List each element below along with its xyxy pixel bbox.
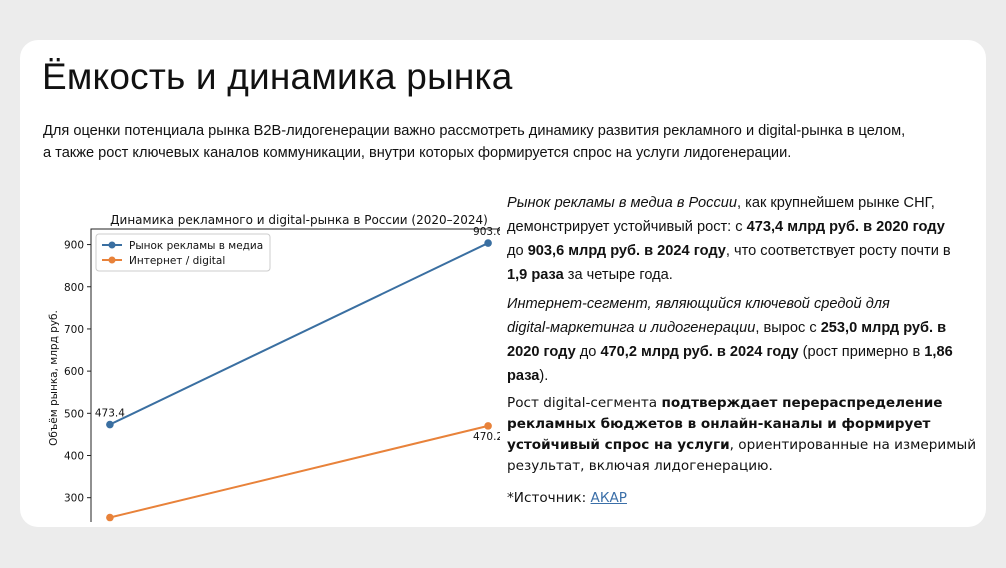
source-prefix: *Источник:: [507, 490, 591, 506]
y-tick-label: 900: [64, 240, 84, 252]
p3-e: , ориентированные на измеримый: [729, 437, 977, 453]
p3-d: устойчивый спрос на услуги: [507, 437, 730, 453]
y-tick-label: 700: [64, 324, 84, 336]
intro-line-2: а также рост ключевых каналов коммуникац…: [43, 145, 792, 161]
p3-a: Рост digital-сегмента: [507, 395, 662, 411]
data-label: 903.6: [473, 226, 500, 238]
y-tick-label: 500: [64, 408, 84, 420]
data-label: 470.2: [473, 431, 500, 443]
source-link-akar[interactable]: АКАР: [590, 490, 627, 506]
y-tick-label: 800: [64, 282, 84, 294]
p1-d: 473,4 млрд руб. в 2020 году: [746, 219, 945, 235]
p2-i: 1,86: [924, 344, 953, 360]
chart-title: Динамика рекламного и digital-рынка в Ро…: [110, 213, 488, 227]
p1-h: 1,9 раза: [507, 267, 564, 283]
p2-a: Интернет-сегмент, являющийся ключевой ср…: [507, 296, 890, 312]
paragraph-media-market: Рынок рекламы в медиа в России, как круп…: [507, 191, 977, 287]
y-tick-label: 600: [64, 366, 84, 378]
series-line-1: [109, 424, 489, 519]
p2-g: 470,2 млрд руб. в 2024 году: [600, 344, 799, 360]
p2-f: до: [575, 344, 601, 360]
intro-line-1: Для оценки потенциала рынка B2B-лидогене…: [43, 123, 906, 139]
y-axis-label: Объём рынка, млрд руб.: [48, 310, 60, 446]
data-label: 473.4: [95, 408, 125, 420]
legend-label: Интернет / digital: [129, 255, 225, 267]
p1-f: 903,6 млрд руб. в 2024 году: [527, 243, 726, 259]
paragraph-digital-growth: Рост digital-сегмента подтверждает перер…: [507, 393, 977, 477]
market-line-chart: Динамика рекламного и digital-рынка в Ро…: [48, 213, 500, 522]
p2-d: 253,0 млрд руб. в: [820, 320, 947, 336]
p2-j: раза: [507, 368, 540, 384]
source-note: *Источник: АКАР: [507, 488, 977, 509]
series-line-0: [109, 242, 489, 426]
p1-b: , как крупнейшем рынке СНГ,: [737, 195, 935, 211]
intro-paragraph: Для оценки потенциала рынка B2B-лидогене…: [43, 120, 973, 164]
p1-i: за четыре года.: [563, 267, 673, 283]
data-point: [484, 239, 492, 247]
data-point: [484, 422, 492, 430]
paragraph-internet-segment: Интернет-сегмент, являющийся ключевой ср…: [507, 292, 977, 388]
p2-b: digital-маркетинга и лидогенерации: [507, 320, 756, 336]
legend-swatch-marker: [108, 241, 116, 249]
p3-b: подтверждает перераспределение: [661, 395, 943, 411]
p1-a: Рынок рекламы в медиа в России: [507, 195, 738, 211]
p1-g: , что соответствует росту почти в: [725, 243, 951, 259]
legend-label: Рынок рекламы в медиа: [129, 240, 263, 252]
data-point: [106, 420, 114, 429]
y-tick-label: 400: [64, 450, 84, 462]
p2-h: (рост примерно в: [798, 344, 925, 360]
y-tick-label: 300: [64, 493, 84, 505]
data-point: [106, 513, 114, 522]
legend-box: [95, 233, 271, 272]
p2-k: ).: [539, 368, 549, 384]
p3-f: результат, включая лидогенерацию.: [507, 458, 773, 474]
p1-e: до: [507, 243, 528, 259]
plot-frame: [90, 228, 500, 522]
p2-e: 2020 году: [507, 344, 576, 360]
page-title: Ёмкость и динамика рынка: [42, 56, 513, 97]
p1-c: демонстрирует устойчивый рост: с: [507, 219, 747, 235]
p2-c: , вырос с: [755, 320, 821, 336]
legend-swatch-marker: [108, 256, 116, 264]
p3-c: рекламных бюджетов в онлайн-каналы и фор…: [507, 416, 931, 432]
slide-card: Ёмкость и динамика рынка Для оценки поте…: [20, 40, 986, 527]
